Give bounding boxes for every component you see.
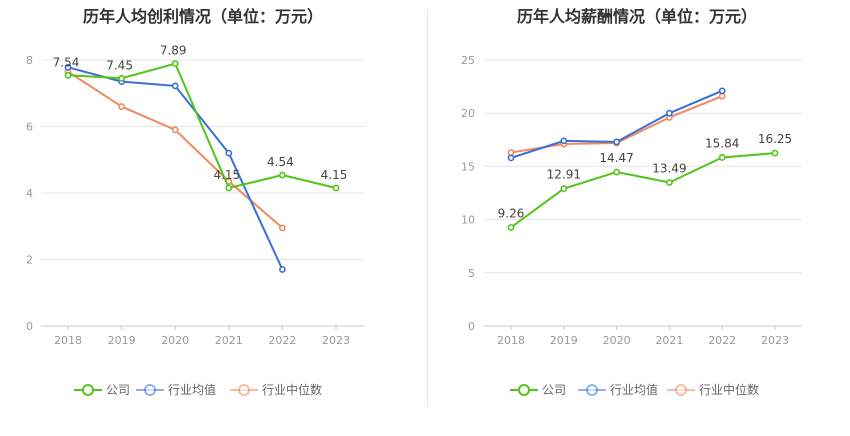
x-tick-label: 2018 <box>54 334 82 347</box>
legend-item-company[interactable]: 公司 <box>510 383 566 397</box>
legend-marker-icon <box>82 384 94 396</box>
x-tick-label: 2020 <box>603 334 631 347</box>
y-tick-label: 8 <box>26 54 33 67</box>
x-tick-label: 2022 <box>708 334 736 347</box>
data-label: 4.15 <box>321 168 348 182</box>
x-tick-label: 2022 <box>268 334 296 347</box>
legend-label: 行业均值 <box>610 382 658 397</box>
data-point <box>771 149 779 157</box>
data-point <box>171 60 179 68</box>
y-tick-label: 20 <box>461 107 475 120</box>
legend-item-industry-median[interactable]: 行业中位数 <box>230 382 322 397</box>
data-point <box>560 137 568 145</box>
y-tick-label: 0 <box>468 320 475 333</box>
series-line-industry-mean <box>67 66 284 270</box>
legend-item-company[interactable]: 公司 <box>74 383 130 397</box>
y-tick-label: 2 <box>26 254 33 267</box>
y-tick-label: 4 <box>26 187 33 200</box>
legend-marker-icon <box>518 384 530 396</box>
legend-marker-icon <box>675 384 687 396</box>
data-point <box>718 87 726 95</box>
x-tick-label: 2021 <box>655 334 683 347</box>
data-point <box>666 109 673 117</box>
x-tick-label: 2023 <box>322 334 350 347</box>
data-label: 16.25 <box>758 132 792 146</box>
legend-marker-icon <box>144 384 156 396</box>
data-point <box>225 184 233 192</box>
legend-label: 行业中位数 <box>699 382 759 397</box>
x-tick-label: 2018 <box>497 334 525 347</box>
data-label: 15.84 <box>705 136 739 150</box>
data-point <box>507 224 515 231</box>
y-tick-label: 10 <box>461 214 475 227</box>
data-label: 12.91 <box>547 168 581 182</box>
data-point <box>171 126 179 134</box>
data-point <box>64 63 72 71</box>
data-label: 7.45 <box>106 58 133 72</box>
legend-marker-icon <box>586 384 598 396</box>
x-tick-label: 2020 <box>161 334 189 347</box>
data-point <box>507 149 515 156</box>
y-tick-label: 25 <box>461 54 475 67</box>
data-point <box>278 171 286 179</box>
data-point <box>64 71 72 79</box>
data-label: 4.54 <box>267 155 294 169</box>
panel-divider <box>427 10 428 406</box>
chart-title: 历年人均创利情况（单位：万元） <box>83 7 323 26</box>
data-point <box>613 138 620 146</box>
legend-item-industry-median[interactable]: 行业中位数 <box>667 382 759 397</box>
chart-title: 历年人均薪酬情况（单位：万元） <box>517 7 757 26</box>
data-label: 13.49 <box>652 161 686 175</box>
y-tick-label: 5 <box>468 267 475 280</box>
data-point <box>118 103 125 110</box>
data-label: 7.89 <box>160 44 187 58</box>
y-tick-label: 0 <box>26 320 33 333</box>
data-point <box>718 154 726 161</box>
chart-panel-1: 历年人均创利情况（单位：万元） 0 2 4 6 8 2018 2019 2020 2021 2022… <box>26 7 365 397</box>
legend-label: 公司 <box>106 383 130 397</box>
data-label: 9.26 <box>498 206 525 220</box>
data-label: 14.47 <box>599 151 633 165</box>
legend-item-industry-mean[interactable]: 行业均值 <box>578 382 658 397</box>
y-tick-label: 6 <box>26 121 33 134</box>
data-point <box>613 168 620 176</box>
data-point <box>332 184 340 192</box>
chart-panel-2: 历年人均薪酬情况（单位：万元） 0 5 10 15 20 25 2018 2019 2020 202… <box>461 7 802 397</box>
data-label: 4.15 <box>213 168 240 182</box>
legend-label: 行业中位数 <box>262 382 322 397</box>
data-point <box>718 92 726 100</box>
data-point <box>118 74 125 82</box>
data-point <box>278 224 286 232</box>
legend-label: 公司 <box>542 383 566 397</box>
x-tick-label: 2019 <box>550 334 578 347</box>
series-line-industry-median <box>67 70 284 229</box>
legend-item-industry-mean[interactable]: 行业均值 <box>136 382 216 397</box>
data-point <box>171 82 179 90</box>
data-point <box>666 179 673 186</box>
legend-marker-icon <box>238 384 250 396</box>
data-point <box>225 149 233 157</box>
y-tick-label: 15 <box>461 160 475 173</box>
data-label: 7.54 <box>53 55 80 69</box>
x-tick-label: 2023 <box>761 334 789 347</box>
series-line-company <box>67 62 337 190</box>
legend-label: 行业均值 <box>168 382 216 397</box>
x-tick-label: 2019 <box>108 334 136 347</box>
series-line-company <box>510 152 776 229</box>
data-point <box>560 185 568 193</box>
series-line-industry-mean <box>510 89 723 159</box>
x-tick-label: 2021 <box>215 334 243 347</box>
data-point <box>507 154 515 162</box>
data-point <box>278 266 286 273</box>
